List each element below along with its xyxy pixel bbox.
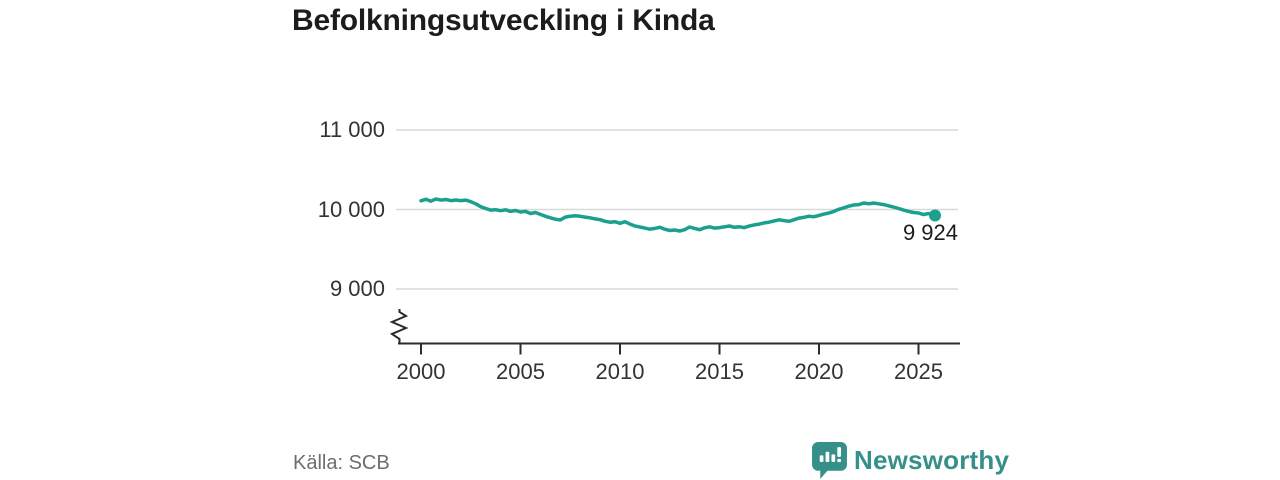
x-axis-tick-label: 2010: [595, 359, 645, 384]
x-axis-tick-label: 2025: [894, 359, 943, 384]
y-axis-tick-label: 9 000: [329, 276, 385, 301]
chart-title: Befolkningsutveckling i Kinda: [292, 4, 715, 37]
x-axis-tick-label: 2005: [496, 359, 545, 384]
newsworthy-logo: Newsworthy: [812, 441, 1009, 479]
source-note: Källa: SCB: [293, 452, 390, 474]
y-axis-tick-label: 11 000: [319, 117, 385, 142]
axis-break-zigzag: [389, 309, 409, 344]
latest-value-label: 9 924: [902, 220, 958, 245]
newsworthy-bubble-chart-icon: [812, 441, 847, 479]
x-axis-tick-label: 2000: [396, 359, 446, 384]
x-axis-tick-label: 2015: [695, 359, 744, 384]
latest-value-dot: [929, 209, 942, 222]
newsworthy-wordmark: Newsworthy: [854, 444, 1010, 475]
y-axis-tick-label: 10 000: [317, 196, 385, 222]
x-axis-tick-label: 2020: [794, 359, 844, 384]
population-line-series: [419, 197, 937, 233]
